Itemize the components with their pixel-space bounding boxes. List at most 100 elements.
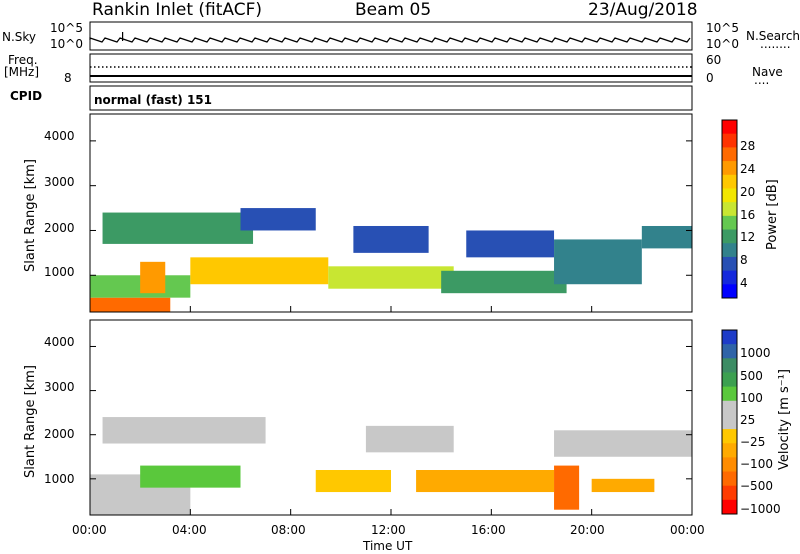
velocity-colorbar-frame <box>721 329 738 515</box>
velocity-colorbar-swatch-1 <box>722 344 737 359</box>
nave-marker: .... <box>754 73 770 87</box>
velocity-cbar-tick-1000: 1000 <box>740 346 771 360</box>
velocity-cbar-tick-500: 500 <box>740 369 763 383</box>
power-ytick-3000: 3000 <box>44 175 75 189</box>
date-label: 23/Aug/2018 <box>588 0 698 20</box>
power-region-7 <box>353 225 429 253</box>
power-colorbar-swatch-11 <box>722 270 737 285</box>
xaxis-label: Time UT <box>363 539 413 553</box>
velocity-region-7 <box>554 430 692 457</box>
power-cbar-tick-8: 8 <box>740 253 748 267</box>
velocity-region-3 <box>315 470 391 493</box>
power-ytick-4000: 4000 <box>44 129 75 143</box>
velocity-colorbar-swatch-10 <box>722 471 737 487</box>
noise-panel-frame <box>89 21 693 51</box>
power-colorbar-frame <box>721 119 738 299</box>
nave-tick-top: 60 <box>706 53 722 67</box>
power-colorbar-swatch-5 <box>722 188 737 203</box>
velocity-ytick-2000: 2000 <box>44 427 75 441</box>
noise-right-tick-top: 10^5 <box>706 21 739 35</box>
xtick-4: 16:00 <box>471 523 506 537</box>
power-cbar-tick-28: 28 <box>740 139 756 153</box>
velocity-ytick-3000: 3000 <box>44 380 75 394</box>
velocity-colorbar-swatch-9 <box>722 457 737 473</box>
power-region-2 <box>140 261 166 294</box>
velocity-region-8 <box>591 478 655 493</box>
power-colorbar-swatch-6 <box>722 202 737 217</box>
freq-label: Freq. <box>8 53 38 67</box>
noise-search-label: N.Search <box>746 29 800 43</box>
power-region-3 <box>190 257 329 285</box>
freq-tick: 8 <box>64 71 72 85</box>
xtick-0: 00:00 <box>72 523 107 537</box>
power-colorbar-swatch-9 <box>722 243 737 258</box>
velocity-colorbar-swatch-0 <box>722 330 737 345</box>
velocity-cbar-tick-100: 100 <box>740 391 763 405</box>
velocity-colorbar-swatch-2 <box>722 358 737 373</box>
velocity-cbar-tick-m500: −500 <box>740 479 773 493</box>
power-colorbar-swatch-1 <box>722 133 737 148</box>
power-cbar-tick-4: 4 <box>740 276 748 290</box>
freq-panel-frame <box>89 53 693 83</box>
power-cbar-tick-24: 24 <box>740 162 756 176</box>
power-colorbar-swatch-0 <box>722 120 737 135</box>
power-region-0 <box>90 297 171 312</box>
power-cbar-tick-16: 16 <box>740 208 756 222</box>
nave-label: Nave <box>752 65 783 79</box>
velocity-cbar-tick-25: 25 <box>740 413 756 427</box>
xtick-2: 08:00 <box>271 523 306 537</box>
nave-tick-bottom: 0 <box>706 71 714 85</box>
power-colorbar-swatch-7 <box>722 215 737 231</box>
noise-left-tick-bottom: 10^0 <box>50 37 83 51</box>
velocity-region-1 <box>140 465 241 488</box>
noise-search-marker: ........ <box>760 37 791 51</box>
power-colorbar-swatch-12 <box>722 284 737 299</box>
velocity-cbar-tick-m25: −25 <box>740 435 766 449</box>
noise-left-tick-top: 10^5 <box>50 21 83 35</box>
cpid-label: CPID <box>10 89 43 103</box>
velocity-colorbar-swatch-8 <box>722 443 737 458</box>
velocity-ytick-4000: 4000 <box>44 335 75 349</box>
velocity-region-5 <box>554 465 580 510</box>
freq-unit-label: [MHz] <box>4 65 40 79</box>
velocity-colorbar-swatch-3 <box>722 372 737 388</box>
power-region-4 <box>102 212 254 244</box>
velocity-colorbar-swatch-7 <box>722 429 737 444</box>
xtick-1: 04:00 <box>172 523 207 537</box>
power-region-8 <box>441 270 567 294</box>
station-title: Rankin Inlet (fitACF) <box>92 0 263 20</box>
noise-right-tick-bottom: 10^0 <box>706 37 739 51</box>
power-cbar-tick-12: 12 <box>740 230 756 244</box>
velocity-cbar-tick-m1000: −1000 <box>740 502 781 516</box>
xtick-5: 20:00 <box>570 523 605 537</box>
power-colorbar-swatch-2 <box>722 147 737 162</box>
cpid-panel-frame <box>89 85 693 111</box>
noise-sky-trace <box>89 37 691 43</box>
power-region-5 <box>240 208 316 231</box>
xtick-6: 00:00 <box>670 523 705 537</box>
beam-label: Beam 05 <box>355 0 432 20</box>
power-cbar-tick-20: 20 <box>740 185 756 199</box>
velocity-colorbar-swatch-5 <box>722 400 737 416</box>
power-region-6 <box>328 266 454 289</box>
velocity-colorbar-swatch-11 <box>722 485 737 501</box>
velocity-colorbar-swatch-4 <box>722 386 737 402</box>
noise-sky-label: N.Sky <box>2 30 37 44</box>
power-region-11 <box>641 225 692 249</box>
power-colorbar-swatch-3 <box>722 161 737 176</box>
power-ytick-1000: 1000 <box>44 265 75 279</box>
velocity-ytick-1000: 1000 <box>44 472 75 486</box>
power-colorbar-swatch-10 <box>722 256 737 272</box>
velocity-cbar-tick-m100: −100 <box>740 457 773 471</box>
power-colorbar-swatch-4 <box>722 174 737 189</box>
velocity-region-4 <box>416 470 555 493</box>
velocity-colorbar-swatch-12 <box>722 499 737 515</box>
power-region-10 <box>554 239 642 285</box>
cpid-value: normal (fast) 151 <box>94 93 212 107</box>
xtick-3: 12:00 <box>371 523 406 537</box>
power-colorbar-swatch-8 <box>722 229 737 244</box>
power-ytick-2000: 2000 <box>44 221 75 235</box>
velocity-region-6 <box>365 425 454 453</box>
power-region-9 <box>466 230 555 258</box>
